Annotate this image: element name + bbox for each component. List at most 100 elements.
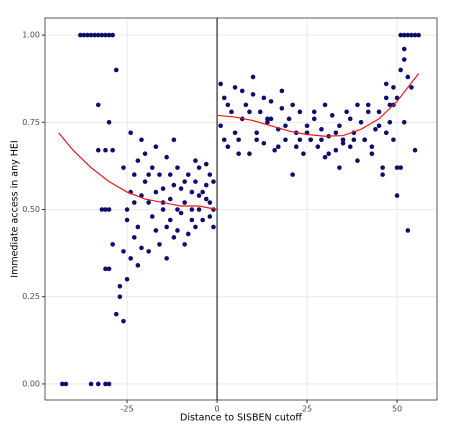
- point: [398, 32, 403, 38]
- point: [124, 217, 130, 223]
- point: [322, 102, 328, 108]
- point: [164, 256, 169, 261]
- point: [167, 172, 173, 177]
- point: [207, 214, 213, 219]
- point: [333, 147, 339, 153]
- point: [131, 200, 137, 205]
- point: [200, 217, 205, 223]
- point: [128, 130, 133, 136]
- point: [182, 179, 187, 184]
- point: [405, 228, 411, 233]
- point: [95, 32, 101, 38]
- point: [218, 81, 223, 87]
- point: [157, 242, 162, 247]
- point: [236, 137, 241, 143]
- y-tick-label: 0.75: [22, 118, 40, 127]
- x-tick-label: 25: [302, 405, 312, 414]
- point: [175, 165, 180, 170]
- point: [175, 228, 180, 233]
- point: [247, 109, 252, 115]
- point: [135, 158, 141, 163]
- point: [383, 95, 389, 101]
- point: [387, 102, 393, 108]
- point: [103, 207, 108, 212]
- y-tick-label: 0.50: [22, 205, 40, 214]
- point: [146, 200, 151, 205]
- point: [99, 207, 105, 212]
- point: [239, 88, 245, 94]
- point: [261, 140, 267, 146]
- point: [272, 147, 277, 153]
- point: [250, 74, 256, 80]
- point: [88, 32, 94, 38]
- point: [401, 32, 407, 38]
- point: [380, 165, 385, 170]
- point: [365, 102, 371, 108]
- point: [135, 224, 141, 230]
- point: [290, 102, 295, 108]
- point: [380, 172, 385, 177]
- point: [189, 217, 195, 223]
- point: [308, 137, 313, 143]
- point: [236, 151, 241, 157]
- point: [95, 102, 101, 108]
- point: [405, 74, 411, 80]
- point: [182, 200, 187, 205]
- point: [99, 32, 105, 38]
- point: [63, 381, 69, 387]
- point: [171, 235, 177, 240]
- point: [193, 224, 198, 230]
- point: [164, 154, 169, 160]
- point: [326, 151, 331, 157]
- point: [387, 120, 393, 125]
- point: [139, 245, 144, 251]
- point: [243, 102, 249, 108]
- point: [376, 123, 382, 129]
- point: [347, 144, 353, 150]
- point: [153, 189, 159, 195]
- point: [229, 109, 234, 115]
- point: [405, 32, 411, 38]
- point: [301, 151, 306, 157]
- point: [196, 193, 202, 198]
- point: [153, 228, 159, 233]
- point: [365, 109, 371, 115]
- x-tick-label: -25: [121, 405, 134, 414]
- point: [171, 182, 177, 188]
- point: [110, 32, 115, 38]
- point: [351, 137, 357, 143]
- point: [283, 137, 288, 143]
- point: [337, 165, 342, 170]
- point: [333, 130, 339, 136]
- point: [189, 207, 195, 212]
- point: [59, 381, 65, 387]
- point: [275, 144, 281, 150]
- point: [178, 210, 184, 216]
- point: [254, 137, 259, 143]
- point: [416, 32, 421, 38]
- point: [283, 123, 288, 129]
- point: [106, 120, 112, 125]
- point: [160, 207, 166, 212]
- point: [203, 196, 209, 202]
- point: [117, 294, 123, 300]
- point: [131, 172, 137, 177]
- point: [121, 249, 126, 254]
- point: [139, 137, 144, 143]
- point: [211, 179, 216, 184]
- point: [329, 113, 335, 118]
- point: [121, 165, 126, 170]
- point: [110, 242, 115, 247]
- point: [88, 381, 94, 387]
- point: [175, 207, 180, 212]
- point: [340, 140, 346, 146]
- point: [160, 186, 166, 191]
- point: [373, 126, 378, 132]
- point: [376, 109, 382, 115]
- point: [146, 249, 151, 254]
- point: [106, 32, 112, 38]
- point: [95, 147, 101, 153]
- point: [293, 144, 299, 150]
- point: [92, 32, 97, 38]
- point: [286, 116, 292, 122]
